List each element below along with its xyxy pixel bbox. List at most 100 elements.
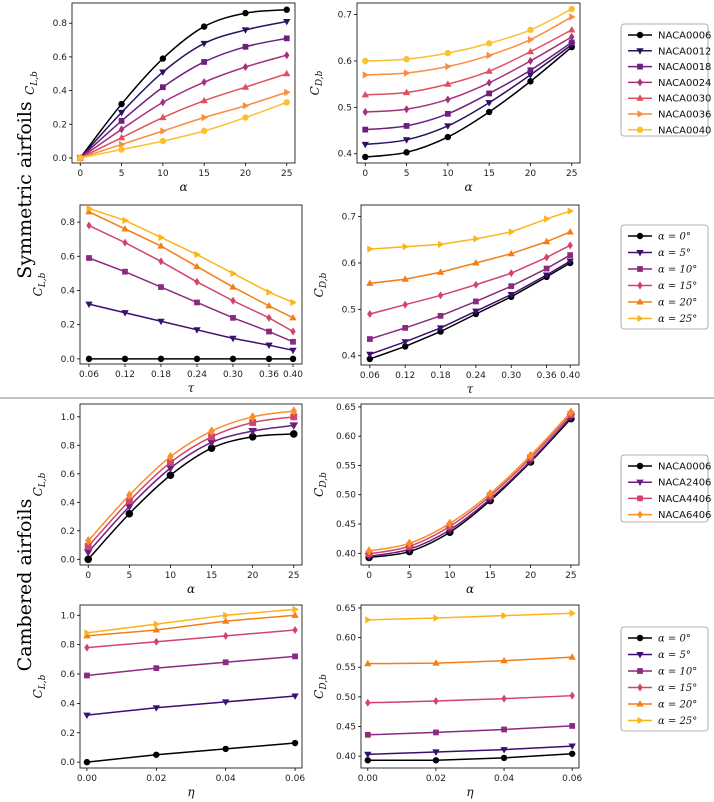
data-point <box>472 308 480 316</box>
data-point <box>543 265 550 272</box>
x-tick-label: 25 <box>565 571 576 581</box>
y-tick-label: 0.8 <box>61 218 76 228</box>
data-point <box>436 268 445 275</box>
data-point <box>403 69 411 77</box>
series-line <box>365 29 573 96</box>
data-point <box>402 137 411 144</box>
data-point <box>194 299 200 306</box>
axes-frame <box>356 2 581 164</box>
legend-marker <box>636 651 644 659</box>
data-point <box>193 355 201 363</box>
legend-cam_alpha: α = 0° α = 5° α = 10° α = 15° α = 20° α = 25° <box>620 626 709 732</box>
xlabel: τ <box>188 381 195 395</box>
x-tick-label: 20 <box>525 169 537 179</box>
data-point <box>444 110 451 117</box>
data-point <box>401 275 409 282</box>
data-point <box>153 620 161 628</box>
x-tick-label: 0.00 <box>77 774 97 784</box>
ylabel: CD,b <box>312 674 329 699</box>
data-point <box>194 277 200 286</box>
chart-p5: 0 5 10 15 20 25 0.0 0.2 0.4 0.6 0.8 1.0 α CL,b <box>31 403 303 596</box>
data-point <box>222 745 229 753</box>
data-point <box>403 123 410 129</box>
data-point <box>193 327 201 334</box>
series-line <box>369 254 571 340</box>
series-line <box>368 414 572 555</box>
legend-label: α = 5° <box>658 650 691 661</box>
y-tick-label: 0.4 <box>61 498 76 508</box>
data-point <box>265 302 273 309</box>
x-tick-label: 15 <box>198 169 209 179</box>
data-point <box>122 238 128 247</box>
y-tick-label: 0.65 <box>336 604 356 614</box>
data-point <box>433 729 439 736</box>
data-point <box>83 631 91 639</box>
series-line <box>365 36 573 113</box>
data-point <box>364 659 372 667</box>
series-line <box>369 260 571 356</box>
legend-marker <box>637 510 643 519</box>
data-point <box>367 245 374 253</box>
y-tick-label: 0.4 <box>61 699 76 709</box>
data-point <box>249 412 256 422</box>
y-tick-label: 0.55 <box>336 461 356 471</box>
ylabel: CL,b <box>31 472 48 496</box>
x-tick-label: 10 <box>157 169 169 179</box>
legend-label: α = 25° <box>658 314 697 325</box>
data-point <box>527 35 535 44</box>
data-point <box>266 328 272 335</box>
data-point <box>526 47 535 55</box>
data-point <box>201 59 208 65</box>
y-tick-label: 0.65 <box>336 403 356 413</box>
ylabel: CD,b <box>312 472 329 497</box>
data-point <box>159 55 167 62</box>
data-point <box>403 105 410 114</box>
x-tick-label: 25 <box>566 169 577 179</box>
x-tick-label: 0.30 <box>501 371 521 381</box>
data-point <box>568 653 576 660</box>
x-tick-label: 0.24 <box>466 371 486 381</box>
x-tick-label: 0.30 <box>223 370 243 380</box>
data-point <box>249 419 257 426</box>
x-tick-label: 0.04 <box>494 774 514 784</box>
y-tick-label: 0.60 <box>336 634 356 644</box>
data-point <box>292 653 298 660</box>
series-line <box>367 612 573 621</box>
x-tick-label: 25 <box>288 571 299 581</box>
data-point <box>473 235 480 243</box>
legend-marker <box>637 266 643 272</box>
y-tick-label: 0.2 <box>61 527 75 537</box>
xlabel: α <box>187 582 195 596</box>
data-point <box>567 207 575 215</box>
series-line <box>88 257 294 343</box>
data-point <box>242 102 250 110</box>
data-point <box>542 237 551 245</box>
series-line <box>88 207 294 304</box>
x-tick-label: 0.04 <box>216 774 236 784</box>
x-tick-label: 0.40 <box>283 370 303 380</box>
data-point <box>527 56 534 65</box>
data-point <box>501 726 507 733</box>
data-point <box>291 739 299 747</box>
legend-marker <box>637 314 644 323</box>
data-point <box>289 347 297 355</box>
data-point <box>568 26 576 33</box>
series-line <box>365 46 573 158</box>
data-point <box>122 268 128 275</box>
legend-label: α = 5° <box>658 248 691 259</box>
data-point <box>290 338 296 345</box>
data-point <box>402 325 409 331</box>
data-point <box>406 538 413 549</box>
legend-cam_airfoils: NACA0006 NACA2406 NACA4406 NACA6406 <box>620 454 711 523</box>
x-tick-label: 0 <box>366 571 372 581</box>
data-point <box>208 426 215 436</box>
plots-layer: 0 5 10 15 20 25 0.0 0.2 0.4 0.6 0.8 α CL,b 0 5 10 15 20 25… <box>23 2 582 799</box>
data-point <box>207 444 216 452</box>
data-point <box>266 313 272 322</box>
series-line <box>88 224 294 333</box>
series-line <box>80 91 287 159</box>
data-point <box>437 240 445 249</box>
data-point <box>485 108 493 116</box>
data-point <box>366 336 373 342</box>
data-point <box>473 298 479 305</box>
